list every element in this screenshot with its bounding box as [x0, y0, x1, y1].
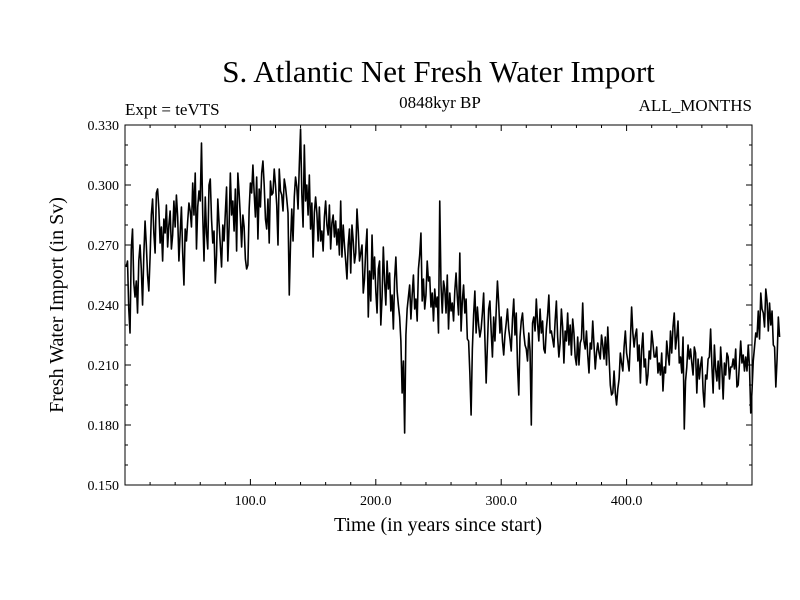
x-tick-label: 400.0 — [611, 494, 643, 509]
y-tick-label: 0.180 — [88, 419, 120, 434]
chart-title: S. Atlantic Net Fresh Water Import — [222, 54, 655, 89]
series-line — [125, 128, 781, 434]
x-tick-label: 200.0 — [360, 494, 392, 509]
axis-ticks — [125, 124, 752, 486]
x-tick-labels: 100.0 200.0 300.0 400.0 — [235, 494, 643, 509]
y-tick-labels: 0.150 0.180 0.210 0.240 0.270 0.300 0.330 — [88, 119, 120, 494]
y-tick-label: 0.300 — [88, 179, 120, 194]
y-tick-label: 0.240 — [88, 299, 120, 314]
x-tick-label: 100.0 — [235, 494, 267, 509]
y-tick-label: 0.150 — [88, 479, 120, 494]
period-label: 0848kyr BP — [399, 93, 481, 112]
x-tick-label: 300.0 — [485, 494, 517, 509]
x-axis-title: Time (in years since start) — [334, 514, 542, 536]
y-tick-label: 0.270 — [88, 239, 120, 254]
y-tick-label: 0.210 — [88, 359, 120, 374]
y-axis-title: Fresh Water Import (in Sv) — [46, 197, 68, 413]
experiment-label: Expt = teVTS — [125, 100, 220, 119]
y-tick-label: 0.330 — [88, 119, 120, 134]
months-label: ALL_MONTHS — [638, 96, 752, 115]
